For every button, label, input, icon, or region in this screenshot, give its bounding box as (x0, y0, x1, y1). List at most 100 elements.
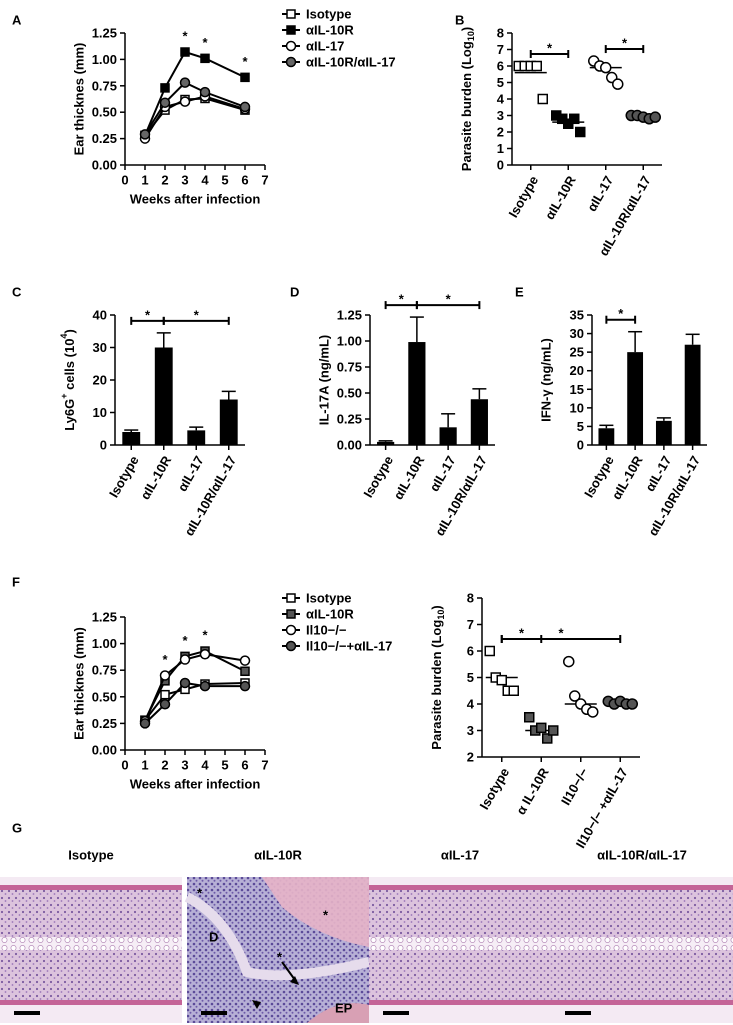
x-tick-label: 1 (141, 173, 148, 188)
x-tick-label: Isotype (476, 765, 512, 812)
data-point (612, 78, 624, 90)
panel-label: F (12, 575, 20, 590)
y-tick-label: 1.25 (92, 610, 117, 625)
significance-mark: * (194, 307, 200, 322)
bar (655, 420, 672, 445)
y-tick-label: 2 (467, 750, 474, 765)
epidermis (0, 885, 182, 890)
x-tick-label: 5 (221, 173, 228, 188)
y-tick-label: 0.50 (92, 105, 117, 120)
y-axis-label-part: Parasite burden (Log (429, 620, 444, 750)
legend-label: αIL-10R/αIL-17 (306, 55, 396, 70)
y-tick-label: 7 (467, 617, 474, 632)
legend-marker (285, 640, 297, 652)
image-title: αIL-17 (441, 848, 479, 863)
x-tick-label: αIL-10R (137, 453, 174, 502)
bar (627, 352, 644, 445)
x-tick-label: 0 (121, 758, 128, 773)
x-tick-label: 3 (181, 173, 188, 188)
y-axis-label-part: cells (10 (62, 339, 77, 394)
annotation: * (162, 652, 168, 667)
data-point (531, 60, 542, 72)
data-point (569, 113, 580, 125)
y-axis-label: Ly6G+ cells (104) (59, 329, 77, 431)
cartilage (0, 937, 182, 950)
data-point (508, 685, 519, 696)
legend-label: Isotype (306, 591, 352, 606)
epidermis (551, 1000, 733, 1005)
y-tick-label: 0.00 (92, 158, 117, 173)
data-point (200, 53, 210, 64)
data-point (536, 722, 547, 734)
data-point (524, 712, 535, 723)
x-tick-label: αIL-17 (175, 453, 207, 494)
tissue-region (262, 877, 369, 947)
data-point (569, 690, 581, 702)
legend-label: Il10−/−+αIL-17 (306, 639, 392, 654)
bar (684, 344, 701, 445)
x-axis-label: Weeks after infection (130, 777, 261, 792)
y-tick-label: 3 (497, 108, 504, 123)
y-tick-label: 0.00 (337, 438, 362, 453)
data-point (159, 97, 171, 108)
y-axis-label: IFN-γ (ng/mL) (539, 338, 554, 422)
data-point (240, 666, 250, 677)
y-axis-label: Parasite burden (Log10) (459, 27, 477, 171)
data-point (240, 72, 250, 83)
panel-label: A (12, 13, 22, 28)
x-tick-label: 7 (261, 173, 268, 188)
x-tick-label: Il10−/− (558, 765, 591, 808)
x-tick-label: 0 (121, 173, 128, 188)
legend-label: αIL-10R (306, 23, 354, 38)
y-tick-label: 0.75 (92, 663, 117, 678)
image-title: Isotype (68, 848, 114, 863)
arrowhead (252, 1000, 261, 1009)
y-tick-label: 20 (570, 363, 584, 378)
y-axis-label-part: Ly6G (62, 399, 77, 431)
data-point (239, 655, 251, 666)
data-point (542, 733, 553, 744)
legend-marker (285, 40, 297, 52)
x-axis-label: Weeks after infection (130, 192, 261, 207)
y-tick-label: 3 (467, 723, 474, 738)
legend-marker (286, 25, 296, 35)
epidermis (0, 1000, 182, 1005)
y-tick-label: 35 (570, 308, 584, 323)
x-tick-label: 7 (261, 758, 268, 773)
y-tick-label: 1.00 (92, 636, 117, 651)
image-annotation: * (323, 908, 329, 923)
y-tick-label: 10 (570, 400, 584, 415)
y-tick-label: 30 (570, 326, 584, 341)
y-tick-label: 25 (570, 345, 584, 360)
y-tick-label: 4 (497, 92, 505, 107)
y-tick-label: 8 (467, 591, 474, 606)
cartilage (369, 937, 551, 950)
legend-marker (285, 624, 297, 636)
tissue-region (184, 892, 371, 981)
bar (598, 428, 615, 445)
y-tick-label: 0 (497, 158, 504, 173)
y-tick-label: 4 (467, 697, 475, 712)
y-tick-label: 15 (570, 382, 584, 397)
significance-mark: * (622, 36, 628, 51)
legend-marker (286, 609, 296, 619)
bar (470, 399, 488, 445)
legend-label: αIL-17 (306, 39, 344, 54)
x-tick-label: 5 (221, 758, 228, 773)
y-tick-label: 7 (497, 42, 504, 57)
bar (187, 430, 206, 445)
x-tick-label: αIL-17 (426, 453, 458, 494)
y-axis-label-part: Parasite burden (Log (459, 41, 474, 171)
panel-label: C (12, 285, 22, 300)
y-tick-label: 0.75 (92, 78, 117, 93)
x-tick-label: 3 (181, 758, 188, 773)
y-tick-label: 0 (577, 438, 584, 453)
data-point (239, 101, 251, 113)
epidermis (369, 885, 551, 890)
x-tick-label: 4 (201, 173, 209, 188)
image-annotation: * (197, 886, 203, 901)
x-tick-label: 2 (161, 173, 168, 188)
image-annotation: * (277, 950, 283, 965)
y-tick-label: 40 (93, 308, 107, 323)
